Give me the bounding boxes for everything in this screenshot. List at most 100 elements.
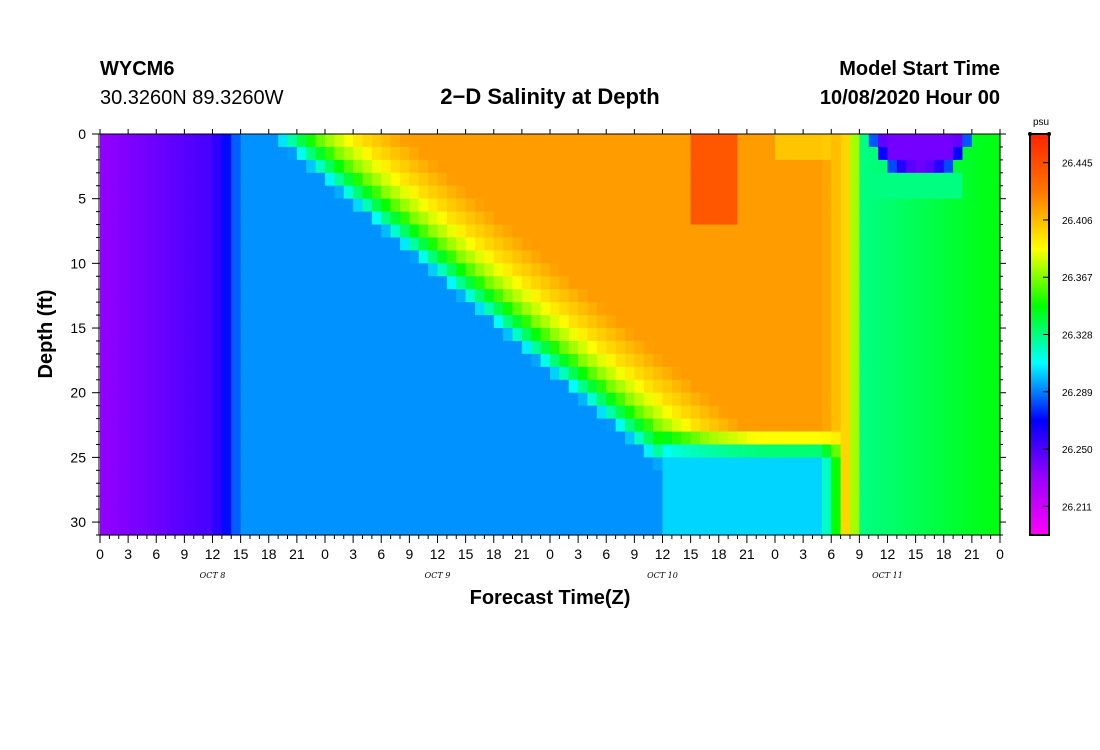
heatmap-cell (428, 172, 439, 187)
heatmap-cell (925, 276, 935, 290)
heatmap-cell (128, 522, 139, 536)
heatmap-cell (325, 379, 335, 394)
heatmap-cell (643, 431, 654, 446)
heatmap-cell (756, 172, 767, 187)
heatmap-cell (559, 185, 570, 200)
heatmap-cell (484, 496, 495, 510)
heatmap-cell (212, 263, 223, 277)
heatmap-cell (550, 302, 560, 316)
heatmap-cell (456, 483, 467, 497)
heatmap-cell (962, 134, 973, 148)
heatmap-cell (615, 444, 626, 458)
heatmap-cell (915, 211, 926, 226)
heatmap-cell (728, 431, 739, 446)
heatmap-cell (915, 328, 926, 342)
heatmap-cell (878, 146, 889, 161)
heatmap-cell (981, 211, 992, 226)
heatmap-cell (896, 211, 907, 226)
heatmap-cell (418, 315, 429, 329)
heatmap-cell (418, 340, 429, 355)
heatmap-cell (643, 250, 654, 264)
heatmap-cell (296, 340, 307, 355)
heatmap-cell (353, 302, 364, 316)
heatmap-cell (343, 431, 354, 446)
heatmap-cell (746, 146, 757, 161)
heatmap-cell (137, 172, 148, 187)
heatmap-cell (615, 496, 626, 510)
heatmap-cell (437, 237, 448, 252)
heatmap-cell (943, 431, 954, 446)
heatmap-cell (775, 457, 785, 471)
heatmap-cell (418, 198, 429, 213)
heatmap-cell (240, 457, 251, 471)
heatmap-cell (409, 483, 420, 497)
heatmap-cell (165, 198, 176, 213)
heatmap-cell (193, 172, 204, 187)
heatmap-cell (896, 470, 907, 484)
heatmap-cell (193, 470, 204, 484)
heatmap-cell (906, 185, 917, 200)
heatmap-cell (109, 392, 120, 407)
heatmap-cell (662, 134, 673, 148)
heatmap-cell (831, 379, 842, 394)
heatmap-cell (268, 315, 279, 329)
heatmap-cell (343, 263, 354, 277)
heatmap-cell (390, 237, 401, 252)
heatmap-cell (653, 302, 664, 316)
heatmap-cell (625, 146, 635, 161)
heatmap-cell (803, 431, 814, 446)
heatmap-cell (250, 392, 260, 407)
heatmap-cell (531, 405, 542, 420)
heatmap-cell (231, 392, 242, 407)
heatmap-cell (643, 315, 654, 329)
heatmap-cell (465, 237, 476, 252)
heatmap-cell (128, 172, 139, 187)
heatmap-cell (250, 509, 260, 523)
heatmap-cell (221, 289, 232, 303)
heatmap-cell (259, 263, 270, 277)
heatmap-cell (831, 185, 842, 200)
heatmap-cell (465, 353, 476, 368)
heatmap-cell (718, 366, 729, 381)
heatmap-cell (418, 392, 429, 407)
heatmap-cell (671, 289, 682, 303)
heatmap-cell (165, 483, 176, 497)
heatmap-cell (381, 211, 392, 226)
heatmap-cell (193, 276, 204, 290)
heatmap-cell (878, 496, 889, 510)
heatmap-cell (353, 315, 364, 329)
heatmap-cell (278, 444, 289, 458)
heatmap-cell (221, 237, 232, 252)
heatmap-cell (559, 211, 570, 226)
heatmap-cell (746, 366, 757, 381)
heatmap-cell (484, 431, 495, 446)
heatmap-cell (240, 470, 251, 484)
heatmap-cell (840, 470, 851, 484)
heatmap-cell (634, 457, 645, 471)
heatmap-cell (343, 276, 354, 290)
heatmap-cell (718, 302, 729, 316)
heatmap-cell (821, 211, 832, 226)
heatmap-cell (343, 470, 354, 484)
heatmap-cell (578, 522, 589, 536)
heatmap-cell (268, 522, 279, 536)
heatmap-cell (250, 134, 260, 148)
heatmap-cell (756, 496, 767, 510)
heatmap-cell (690, 470, 701, 484)
heatmap-cell (315, 146, 326, 161)
heatmap-cell (165, 224, 176, 239)
heatmap-cell (184, 315, 195, 329)
heatmap-cell (475, 431, 485, 446)
heatmap-cell (343, 509, 354, 523)
heatmap-cell (643, 366, 654, 381)
heatmap-cell (250, 263, 260, 277)
heatmap-cell (953, 405, 964, 420)
heatmap-cell (165, 302, 176, 316)
heatmap-cell (568, 328, 579, 342)
heatmap-cell (728, 496, 739, 510)
heatmap-cell (596, 198, 607, 213)
heatmap-cell (306, 418, 317, 433)
heatmap-cell (250, 198, 260, 213)
heatmap-cell (212, 250, 223, 264)
heatmap-cell (793, 159, 804, 174)
